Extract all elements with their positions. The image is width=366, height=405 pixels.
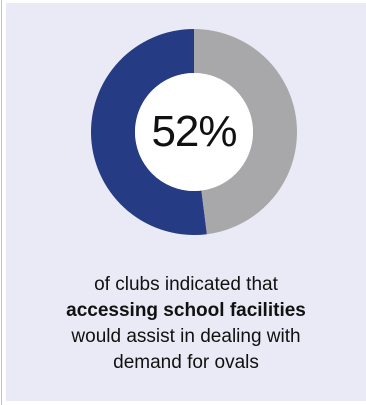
donut-center-label: 52% <box>151 107 237 156</box>
caption-line-4: demand for ovals <box>113 352 259 373</box>
caption: of clubs indicated that accessing school… <box>6 272 366 376</box>
donut-slice-highlight <box>91 29 207 235</box>
left-divider <box>1 0 2 405</box>
caption-line-1: of clubs indicated that <box>94 274 278 295</box>
donut-chart-svg <box>91 29 298 235</box>
donut-slice-remainder <box>194 29 298 235</box>
donut-hole <box>135 73 253 191</box>
stat-card: 52% of clubs indicated that accessing sc… <box>6 3 366 401</box>
caption-line-2: accessing school facilities <box>66 300 306 321</box>
caption-line-3: would assist in dealing with <box>71 326 301 347</box>
donut-chart: 52% <box>90 28 298 236</box>
